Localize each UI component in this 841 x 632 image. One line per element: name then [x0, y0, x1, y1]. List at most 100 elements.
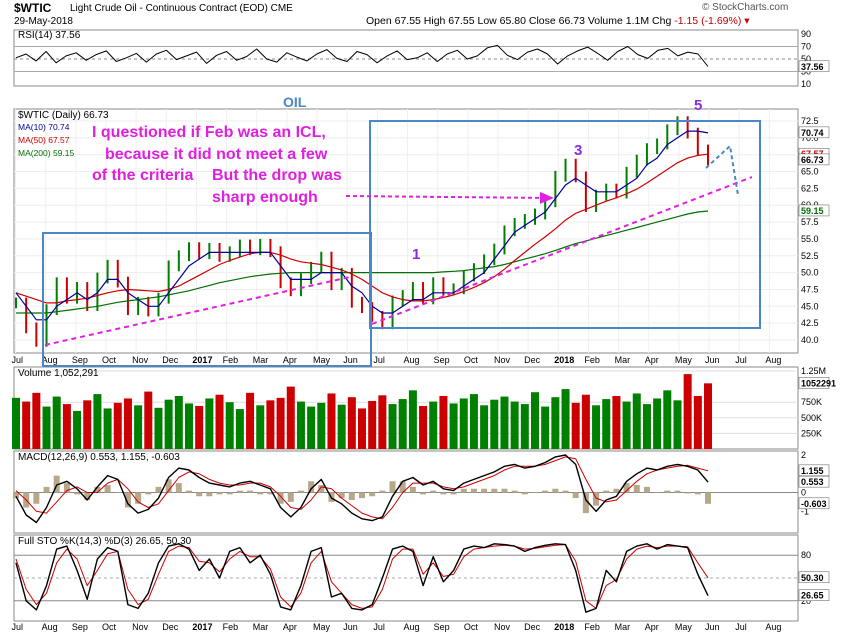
macd-histogram-bar [124, 492, 131, 508]
macd-histogram-bar [74, 492, 81, 495]
macd-histogram-bar [33, 492, 40, 504]
change-value: -1.15 (-1.69%) [674, 15, 742, 27]
macd-histogram-bar [643, 486, 650, 493]
sto-k-tag: 26.65 [801, 591, 824, 601]
macd-histogram-bar [684, 492, 691, 494]
volume-bar [144, 391, 153, 449]
macd-histogram-bar [399, 481, 406, 493]
macd-histogram-bar [633, 485, 640, 493]
volume-bar [12, 397, 20, 449]
sto-d-tag-box [798, 571, 830, 584]
ohlc-readout: Open 67.55 High 67.55 Low 65.80 Close 66… [366, 15, 750, 27]
volume-tick-label: 1.25M [801, 366, 826, 376]
macd-tick-label: 0 [801, 488, 806, 498]
x-tick-label: Oct [102, 355, 117, 365]
sto-d-tag: 50.30 [801, 573, 824, 583]
macd-histogram-bar [532, 492, 538, 493]
ma50-line [15, 153, 709, 304]
price-tick-label: 52.5 [801, 251, 819, 261]
x-tick-label: Aug [765, 355, 781, 365]
macd-histogram-bar [491, 488, 498, 493]
macd-histogram-bar [582, 492, 589, 514]
stockcharts-credit[interactable]: © StockCharts.com [702, 2, 789, 13]
price-panel [13, 108, 799, 354]
volume-bar [693, 395, 702, 449]
sto-x-tick-label: 2017 [192, 622, 212, 632]
macd-histogram-bar [318, 485, 325, 493]
macd-histogram-bar [664, 490, 671, 493]
price-tick-label: 50.0 [801, 268, 819, 278]
x-tick-label: Apr [645, 355, 659, 365]
volume-bar [592, 405, 601, 449]
x-tick-label: Dec [524, 355, 541, 365]
x-tick-label: Mar [253, 355, 269, 365]
sto-x-tick-label: Feb [223, 622, 239, 632]
sto-x-tick-label: Jul [373, 622, 385, 632]
x-tick-label: Aug [42, 355, 58, 365]
volume-bar [235, 409, 244, 449]
volume-bar [256, 405, 265, 449]
volume-bar [307, 406, 316, 449]
volume-bar [246, 392, 255, 449]
sto-x-tick-label: Jul [12, 622, 24, 632]
macd-tick-label: 2 [801, 450, 806, 460]
price-tick-label: 72.5 [801, 116, 819, 126]
price-tick-label: 40.0 [801, 335, 819, 345]
price-tick-label: 42.5 [801, 318, 819, 328]
sto-x-tick-label: Sep [72, 622, 88, 632]
macd-histogram-bar [572, 492, 579, 499]
pointer-arrow [345, 191, 554, 204]
price-legend: $WTIC (Daily) 66.73 [18, 110, 109, 121]
volume-bar [378, 395, 387, 449]
volume-bar [500, 396, 509, 449]
macd-histogram-bar [104, 485, 111, 493]
rally-box [369, 120, 761, 329]
sto-x-tick-label: Apr [645, 622, 659, 632]
macd-histogram-bar [13, 492, 19, 499]
note-line-3: of the criteria [92, 167, 194, 184]
x-tick-label: Feb [223, 355, 239, 365]
macd-hist-tag: -0.603 [801, 499, 827, 509]
volume-bar [642, 404, 651, 449]
volume-tick-label: 750K [801, 397, 822, 407]
macd-histogram-bar [84, 492, 91, 500]
sto-k-line [15, 543, 709, 613]
macd-histogram-bar [114, 492, 121, 493]
wave-label-3: 3 [574, 142, 583, 159]
rsi-value-tag: 37.56 [801, 62, 824, 72]
macd-histogram-bar [430, 490, 437, 493]
x-tick-label: Sep [434, 355, 450, 365]
macd-histogram-bar [562, 490, 569, 493]
sto-x-tick-label: Aug [404, 622, 420, 632]
sto-x-tick-label: Mar [253, 622, 269, 632]
volume-bar [683, 374, 692, 449]
sto-x-tick-label: Jul [735, 622, 747, 632]
macd-histogram-bar [247, 490, 254, 493]
rsi-line [15, 44, 709, 67]
x-tick-label: 2018 [554, 355, 574, 365]
volume-bar [439, 395, 448, 449]
volume-bar [134, 405, 143, 449]
sto-x-tick-label: 2018 [554, 622, 574, 632]
volume-bar [459, 398, 468, 449]
volume-bar [164, 399, 173, 449]
ma10-line [15, 130, 709, 321]
volume-bar [673, 400, 682, 449]
volume-bar [571, 402, 580, 449]
ma10-value-tag-box [798, 126, 830, 139]
close-value-tag: 66.73 [801, 155, 824, 165]
macd-tick-label: -1 [801, 506, 809, 516]
volume-bar [225, 402, 234, 449]
macd-histogram-bar [705, 492, 711, 504]
sto-x-tick-label: Apr [283, 622, 297, 632]
ma10-legend: MA(10) 70.74 [18, 122, 70, 132]
volume-value-tag: 1052291 [801, 378, 836, 388]
rsi-legend: RSI(14) 37.56 [18, 30, 81, 41]
volume-bar [174, 395, 183, 449]
macd-signal-line [15, 456, 709, 520]
x-tick-label: Dec [162, 355, 179, 365]
x-tick-label: Nov [494, 355, 511, 365]
sto-x-tick-label: Jun [705, 622, 720, 632]
projection-path [705, 144, 739, 196]
volume-value-tag-box [798, 377, 830, 389]
